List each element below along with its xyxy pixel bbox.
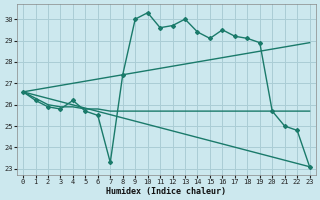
X-axis label: Humidex (Indice chaleur): Humidex (Indice chaleur) xyxy=(106,187,226,196)
